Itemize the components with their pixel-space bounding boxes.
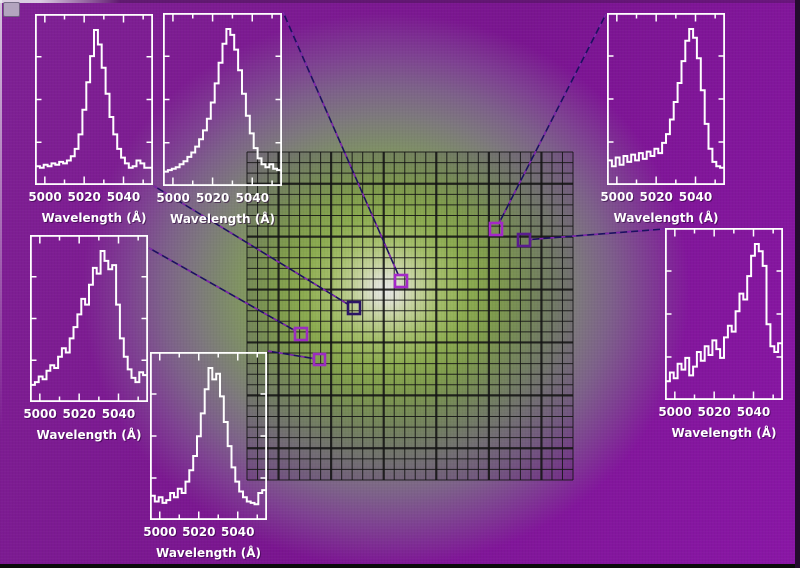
spectrum-plot-top-left: 5000 5020 5040 Wavelength (Å) [28, 13, 153, 225]
x-tick-row: 5000 5020 5040 [600, 190, 725, 204]
selected-spaxel-marker [346, 300, 362, 316]
spectrum-axes [162, 12, 282, 186]
spectrum-axes [34, 13, 153, 185]
x-tick-row: 5000 5020 5040 [658, 405, 783, 419]
spectrum-plot-middle-right: 5000 5020 5040 Wavelength (Å) [658, 227, 783, 440]
spectrum-axes [149, 351, 267, 520]
x-tick-label: 5040 [235, 191, 269, 205]
selected-spaxel-marker [293, 326, 309, 342]
x-tick-label: 5020 [195, 191, 230, 205]
x-axis-label: Wavelength (Å) [41, 211, 147, 225]
spectrum-plot-middle-left: 5000 5020 5040 Wavelength (Å) [23, 234, 148, 442]
x-axis-label: Wavelength (Å) [170, 212, 275, 226]
x-tick-label: 5000 [23, 407, 57, 421]
screen-artifact [3, 2, 20, 17]
axes-box [34, 13, 153, 185]
selected-spaxel-marker [516, 232, 532, 248]
axes-box [606, 12, 725, 185]
frame-left-edge [0, 0, 2, 430]
x-tick-label: 5000 [28, 190, 62, 204]
spectrum-axes [606, 12, 725, 185]
connector-line-dash [530, 228, 665, 241]
selected-spaxel-marker [393, 273, 409, 289]
axes-box [664, 227, 783, 400]
spectrum-plot-top-right: 5000 5020 5040 Wavelength (Å) [600, 12, 725, 225]
spectrum-plot-bottom-middle: 5000 5020 5040 Wavelength (Å) [143, 351, 267, 560]
x-axis-label: Wavelength (Å) [671, 426, 777, 440]
spectrum-curve [36, 29, 152, 169]
axes-box [29, 234, 148, 402]
x-tick-label: 5000 [143, 525, 177, 539]
x-tick-row: 5000 5020 5040 [23, 407, 148, 421]
x-tick-label: 5000 [156, 191, 190, 205]
connector-line-dash [282, 11, 399, 275]
spectrum-curve [151, 367, 266, 506]
frame-bottom-edge [0, 564, 800, 568]
x-tick-label: 5020 [639, 190, 673, 204]
connector-line [148, 247, 296, 332]
x-axis-label: Wavelength (Å) [36, 428, 142, 442]
x-tick-label: 5000 [600, 190, 634, 204]
x-tick-label: 5020 [62, 407, 96, 421]
connector-line-dash [267, 350, 314, 360]
x-tick-label: 5020 [697, 405, 731, 419]
axes-box [162, 12, 282, 186]
x-tick-label: 5040 [736, 405, 771, 419]
x-axis-label: Wavelength (Å) [613, 211, 719, 225]
axes-box [149, 351, 267, 520]
spectrum-curve [31, 250, 147, 386]
spectrum-curve [608, 28, 724, 169]
selected-spaxel-marker [312, 352, 327, 367]
x-tick-label: 5040 [221, 525, 255, 539]
ifu-grid-tint [247, 152, 573, 480]
x-tick-label: 5040 [678, 190, 713, 204]
x-tick-label: 5020 [67, 190, 101, 204]
x-tick-label: 5040 [101, 407, 136, 421]
x-tick-row: 5000 5020 5040 [143, 525, 267, 539]
x-tick-row: 5000 5020 5040 [156, 191, 282, 205]
x-tick-row: 5000 5020 5040 [28, 190, 153, 204]
x-axis-label: Wavelength (Å) [156, 546, 261, 560]
spectrum-curve [164, 28, 281, 173]
frame-right-edge [795, 0, 800, 568]
x-tick-label: 5040 [106, 190, 141, 204]
x-tick-label: 5000 [658, 405, 692, 419]
x-tick-label: 5020 [182, 525, 216, 539]
spectrum-plot-top-middle: 5000 5020 5040 Wavelength (Å) [156, 12, 282, 226]
spectrum-axes [29, 234, 148, 402]
spectrum-curve [666, 243, 782, 383]
frame-top-edge [0, 0, 800, 3]
connector-line [498, 13, 607, 224]
connector-line-dash [153, 185, 349, 306]
selected-spaxel-marker [488, 221, 504, 237]
spectrum-axes [664, 227, 783, 400]
